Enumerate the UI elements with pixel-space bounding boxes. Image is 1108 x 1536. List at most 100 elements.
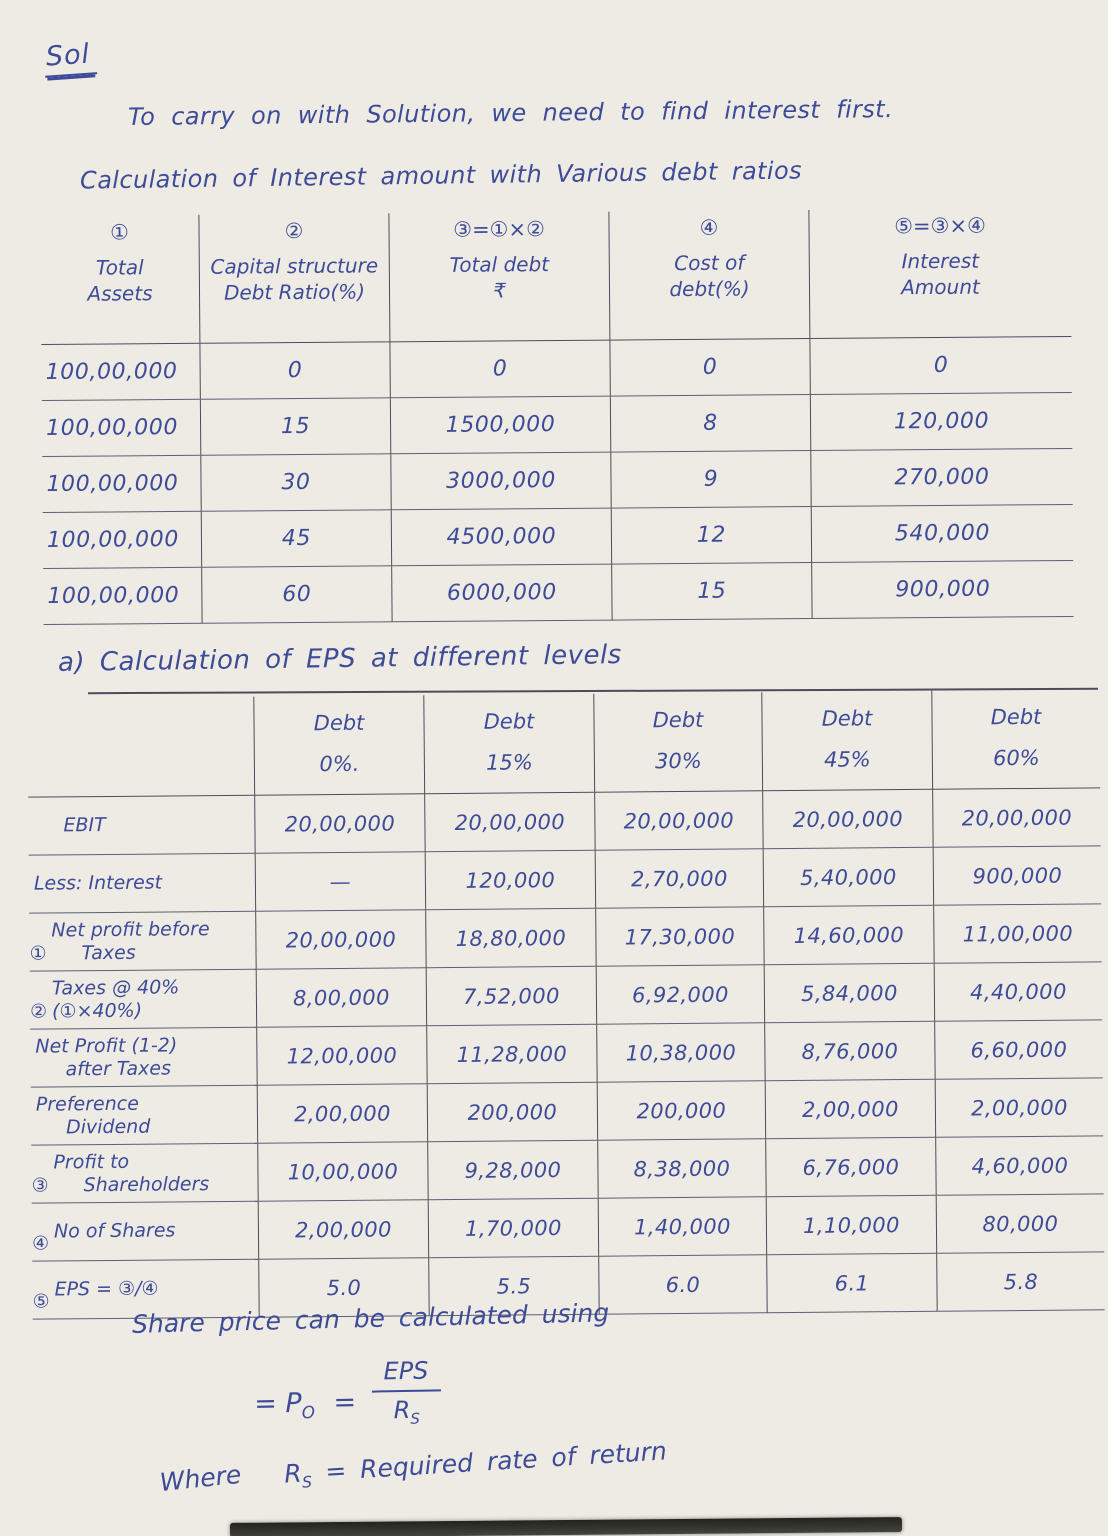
interest-cell: 4500,000 <box>390 508 612 567</box>
where-note: Where RS = Required rate of return <box>158 1436 667 1497</box>
sol-heading: Sol <box>42 38 98 78</box>
interest-cell: 120,000 <box>809 392 1073 452</box>
interest-cell: 900,000 <box>811 560 1074 620</box>
eps-section-title: a) Calculation of EPS at different level… <box>57 640 622 678</box>
eps-cell: 2,00,000 <box>256 1084 428 1144</box>
eps-cell: 8,76,000 <box>764 1021 935 1082</box>
eps-cell: 11,00,000 <box>933 904 1102 964</box>
interest-cell: 0 <box>609 339 810 397</box>
intro-line-2: Calculation of Interest amount with Vari… <box>79 156 803 195</box>
po-formula: = PO = EPS RS <box>253 1356 441 1430</box>
interest-cell: 0 <box>199 342 390 400</box>
interest-cell: 6000,000 <box>391 564 612 623</box>
interest-col-header-interest-amount: ⑤=③×④ Interest Amount <box>808 207 1072 340</box>
interest-cell: 9 <box>610 451 811 509</box>
eps-cell: 5,40,000 <box>762 847 934 908</box>
fraction-denominator: RS <box>393 1395 420 1428</box>
interest-cell: 60 <box>201 566 392 624</box>
intro-line-1: To carry on with Solution, we need to fi… <box>127 95 894 132</box>
interest-cell: 3000,000 <box>390 452 611 511</box>
eps-cell: 2,00,000 <box>257 1200 429 1260</box>
interest-cell: 15 <box>199 398 391 456</box>
eps-cell: 4,40,000 <box>933 962 1103 1022</box>
eps-cell: 20,00,000 <box>932 788 1101 848</box>
eps-cell: 1,10,000 <box>765 1195 937 1256</box>
interest-cell: 15 <box>611 563 812 621</box>
eps-cell: 8,38,000 <box>597 1139 766 1199</box>
interest-table: ① Total Assets ② Capital structure Debt … <box>40 207 1074 626</box>
interest-cell: 100,00,000 <box>42 455 201 514</box>
eps-cell: 20,00,000 <box>762 789 933 850</box>
interest-col-header-cost-of-debt: ④ Cost of debt(%) <box>608 210 810 341</box>
interest-cell: 30 <box>200 454 391 512</box>
eps-cell: 10,38,000 <box>596 1023 765 1083</box>
eps-cell: 6,60,000 <box>934 1020 1103 1080</box>
eps-over-rs-fraction: EPS RS <box>371 1356 441 1428</box>
eps-col-header-15: Debt 15% <box>423 693 595 795</box>
interest-col-header-debt-ratio: ② Capital structure Debt Ratio(%) <box>198 213 390 344</box>
col-number: ① <box>110 220 130 245</box>
eps-col-header-45: Debt 45% <box>761 690 933 792</box>
eps-cell: 200,000 <box>426 1082 598 1143</box>
eps-cell: 8,00,000 <box>255 968 427 1028</box>
eps-col-header-60: Debt 60% <box>931 689 1101 790</box>
eps-cell: 6,76,000 <box>765 1137 936 1198</box>
eps-col-header-0: Debt 0%. <box>253 695 425 796</box>
interest-cell: 0 <box>389 340 610 399</box>
col-number: ③=①×② <box>453 217 545 242</box>
rs-definition: RS = Required rate of return <box>282 1436 668 1492</box>
eps-cell: 12,00,000 <box>256 1026 427 1086</box>
interest-cell: 100,00,000 <box>41 399 201 458</box>
eps-cell: 10,00,000 <box>257 1142 428 1202</box>
eps-cell: 20,00,000 <box>424 792 595 853</box>
eps-col-header-30: Debt 30% <box>593 692 763 793</box>
interest-cell: 540,000 <box>810 504 1074 564</box>
eps-row-label: EBIT <box>28 795 255 856</box>
eps-cell: 2,00,000 <box>764 1079 936 1140</box>
eps-cell: 6.0 <box>598 1255 767 1315</box>
interest-cell: 45 <box>200 510 392 568</box>
eps-cell: 6.1 <box>766 1253 937 1314</box>
interest-cell: 270,000 <box>810 448 1073 508</box>
eps-cell: 200,000 <box>596 1081 766 1141</box>
eps-cell: 2,00,000 <box>934 1078 1104 1138</box>
eps-cell: 1,70,000 <box>427 1198 599 1259</box>
eps-cell: 5.8 <box>936 1252 1105 1312</box>
eps-table: Debt 0%. Debt 15% Debt 30% Debt 45% Debt… <box>27 689 1105 1320</box>
interest-col-header-total-debt: ③=①×② Total debt ₹ <box>388 211 610 343</box>
interest-cell: 100,00,000 <box>43 567 202 626</box>
eps-cell: 20,00,000 <box>594 791 763 851</box>
interest-cell: 100,00,000 <box>42 511 202 570</box>
interest-cell: 12 <box>610 507 812 565</box>
eps-row-label: ③ Profit to Shareholders <box>31 1143 258 1204</box>
col-number: ② <box>284 218 304 244</box>
eps-cell: 11,28,000 <box>426 1024 597 1085</box>
eps-cell: — <box>254 852 426 912</box>
eps-table-corner <box>27 696 255 798</box>
where-label: Where <box>158 1459 243 1498</box>
eps-cell: 80,000 <box>935 1194 1105 1254</box>
eps-cell: 17,30,000 <box>595 907 764 967</box>
eps-row-label: Net Profit (1-2) after Taxes <box>30 1027 257 1088</box>
eps-cell: 18,80,000 <box>425 908 596 969</box>
col-number: ⑤=③×④ <box>894 213 986 239</box>
eps-cell: 1,40,000 <box>597 1197 767 1257</box>
eps-row-label: ① Net profit before Taxes <box>29 911 256 972</box>
eps-cell: 20,00,000 <box>255 910 426 970</box>
eps-cell: 7,52,000 <box>425 966 597 1027</box>
eps-cell: 20,00,000 <box>254 794 425 854</box>
interest-col-header-total-assets: ① Total Assets <box>40 214 200 346</box>
eps-cell: 5,84,000 <box>763 963 935 1024</box>
interest-cell: 0 <box>809 336 1072 396</box>
eps-row-label: ④ No of Shares <box>31 1201 259 1262</box>
eps-cell: 900,000 <box>932 846 1102 906</box>
eps-row-label: Preference Dividend <box>30 1085 258 1146</box>
eps-cell: 2,70,000 <box>594 849 764 909</box>
col-number: ④ <box>699 215 719 240</box>
interest-cell: 1500,000 <box>389 396 611 455</box>
eps-cell: 4,60,000 <box>935 1136 1104 1196</box>
eps-cell: 14,60,000 <box>763 905 934 966</box>
fraction-numerator: EPS <box>371 1356 441 1393</box>
po-lhs: = PO = <box>253 1387 357 1423</box>
